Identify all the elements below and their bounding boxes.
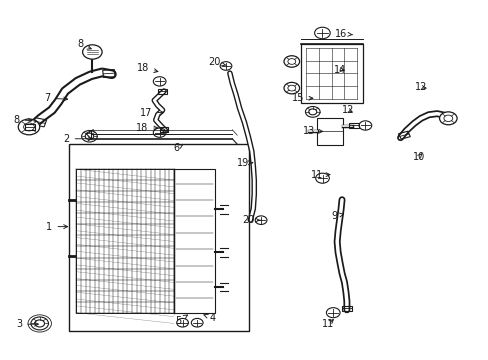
Text: 20: 20 [208, 57, 225, 67]
Bar [69, 144, 249, 330]
Text: 18: 18 [137, 63, 158, 73]
Text: 13: 13 [302, 126, 322, 136]
Bar [159, 127, 168, 132]
Text: 14: 14 [333, 64, 345, 75]
Text: 18: 18 [136, 123, 158, 133]
Text: 16: 16 [334, 29, 352, 39]
Text: 3: 3 [16, 319, 38, 329]
Circle shape [18, 119, 40, 135]
Circle shape [284, 82, 299, 94]
Text: 7: 7 [44, 93, 67, 103]
Text: 12: 12 [414, 82, 427, 93]
Circle shape [284, 56, 299, 67]
Bar [398, 131, 409, 139]
Circle shape [82, 45, 102, 59]
Text: 17: 17 [140, 108, 163, 118]
Text: 19: 19 [237, 158, 252, 168]
Text: 15: 15 [291, 93, 312, 103]
Bar [348, 123, 358, 129]
Bar [316, 118, 343, 145]
Bar [300, 44, 362, 103]
Text: 12: 12 [341, 105, 353, 115]
Text: 8: 8 [14, 115, 32, 125]
Text: 10: 10 [412, 152, 425, 162]
Circle shape [439, 112, 456, 125]
Text: 9: 9 [331, 211, 343, 221]
Text: 2: 2 [63, 134, 92, 144]
Text: 11: 11 [310, 170, 329, 180]
Bar [158, 89, 166, 94]
Bar [25, 124, 35, 130]
Bar [341, 306, 351, 311]
Text: 11: 11 [322, 319, 334, 329]
Text: 5: 5 [175, 315, 187, 325]
Text: 4: 4 [203, 313, 215, 323]
Text: 8: 8 [77, 40, 91, 49]
Bar [76, 169, 173, 313]
Text: 6: 6 [173, 143, 183, 153]
Bar [33, 118, 46, 127]
Text: 1: 1 [46, 222, 67, 231]
Bar [102, 69, 115, 77]
Bar [173, 169, 215, 313]
Text: 20: 20 [242, 215, 260, 225]
